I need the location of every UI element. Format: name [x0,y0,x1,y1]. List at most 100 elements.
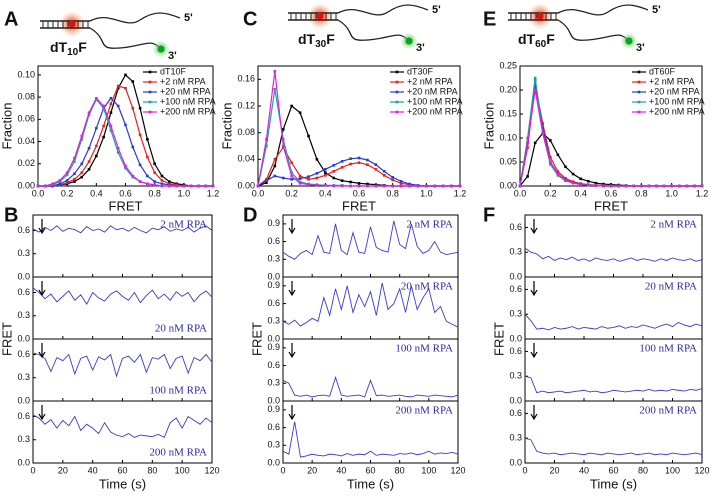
point-marker [526,141,529,145]
point-marker [146,155,149,159]
x-tick-label: 1.2 [207,188,220,198]
x-tick-label: 0.2 [285,188,298,198]
point-marker [124,86,127,90]
fret-trace [282,282,459,328]
point-marker [441,184,445,188]
y-tick-label: 0.08 [17,91,35,101]
y-tick-label: 0.6 [17,287,30,297]
end-5: 5' [652,4,661,16]
legend-label: +2 nM RPA [160,76,206,86]
y-axis-label: FRET [0,322,14,356]
point-marker [391,176,394,179]
legend-marker [395,70,399,74]
y-tick-label: 0.6 [267,298,280,308]
injection-arrow [288,281,296,297]
x-tick-label: 0.4 [319,188,332,198]
point-marker [374,163,378,166]
point-marker [399,184,403,188]
point-marker [357,182,361,185]
y-tick-label: 0.6 [509,346,522,356]
point-marker [273,164,277,168]
y-tick-label: 0.3 [267,316,280,326]
x-tick-label: 1.2 [696,188,709,198]
legend-label: +20 nM RPA [160,86,211,96]
y-tick-label: 0.9 [267,404,280,414]
x-tick-label: 100 [665,465,680,475]
y-axis-label: Fraction [0,103,14,150]
point-marker [374,183,378,186]
point-marker [609,183,613,186]
y-tick-label: 0.16 [237,74,255,84]
point-marker [273,158,277,161]
point-marker [357,161,361,164]
x-tick-label: 0.8 [148,188,161,198]
y-tick-label: 0.6 [267,422,280,432]
y-tick-label: 0.0 [17,333,30,343]
y-tick-label: 0.12 [237,100,255,110]
y-tick-label: 0.00 [237,180,255,190]
point-marker [273,88,277,91]
fret-trace [524,375,703,394]
point-marker [43,184,47,188]
y-tick-label: 0.20 [499,84,517,94]
injection-arrow [38,405,46,421]
point-marker [102,104,105,108]
point-marker [640,184,643,188]
y-tick-label: 0.0 [509,333,522,343]
legend-marker [637,90,641,94]
construct-label: dT30F [298,31,335,50]
construct-label: dT10F [50,39,87,58]
x-tick-label: 80 [638,465,648,475]
fret-trace [282,421,459,458]
fret-trace [32,352,213,378]
point-marker [189,184,193,188]
y-tick-label: 0.3 [17,372,30,382]
x-axis-label: Time (s) [99,476,146,491]
point-marker [160,184,164,188]
point-marker [340,166,344,169]
point-marker [662,184,666,188]
y-tick-label: 0.6 [17,411,30,421]
point-marker [579,183,582,186]
point-marker [366,163,369,166]
point-marker [556,174,560,177]
y-tick-label: 0.04 [237,154,255,164]
x-tick-label: 60 [365,465,375,475]
point-marker [87,146,91,150]
point-marker [408,182,411,186]
legend-label: +100 nM RPA [407,96,463,106]
point-marker [670,184,673,188]
point-marker [324,168,327,171]
y-tick-label: 0.6 [267,360,280,370]
point-marker [80,175,84,179]
point-marker [65,181,69,184]
point-marker [131,80,135,83]
point-marker [298,177,302,180]
point-marker [116,104,120,108]
point-marker [450,184,453,188]
y-tick-label: 0.25 [499,60,517,70]
y-tick-label: 0.00 [499,180,517,190]
point-marker [265,144,268,148]
point-marker [182,184,186,188]
point-marker [290,174,293,178]
y-tick-label: 0.3 [509,247,522,257]
y-tick-label: 0.10 [499,132,517,142]
point-marker [549,139,552,142]
point-marker [116,146,120,150]
point-marker [138,163,142,167]
point-marker [153,180,156,183]
x-tick-label: 120 [694,465,709,475]
donor-dye [316,12,324,20]
point-marker [265,179,268,182]
point-marker [167,184,171,188]
legend-label: +200 nM RPA [407,106,463,116]
end-3: 3' [168,50,177,62]
point-marker [290,171,293,174]
legend-marker [395,80,399,84]
x-axis-label: Time (s) [590,476,637,491]
x-tick-label: 0.8 [635,188,648,198]
point-marker [265,181,268,184]
legend-marker [148,70,152,74]
legend-marker [395,100,399,104]
